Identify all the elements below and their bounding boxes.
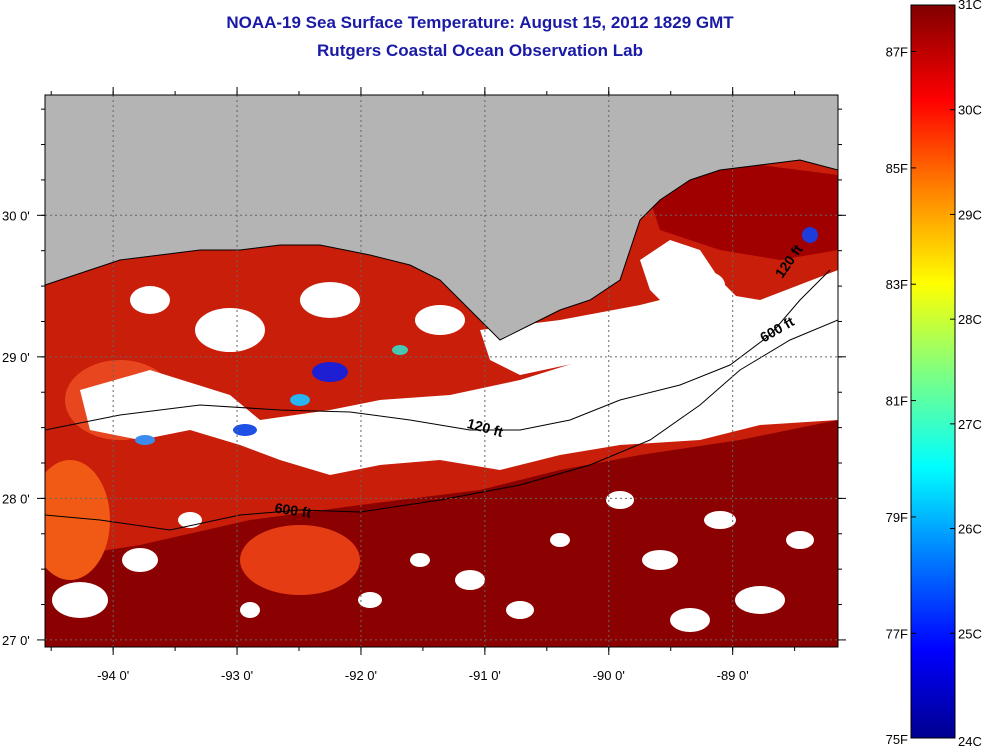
warm-region-east [640,160,838,260]
axis-ticks [37,87,846,655]
contour-label: 600 ft [274,500,313,521]
fahrenheit-label: 87F [886,45,908,60]
fahrenheit-label: 85F [886,161,908,176]
celsius-label: 24C [958,734,982,749]
colorbar [910,4,956,739]
colorbar-labels: 31C 30C 29C 28C 27C 26C 25C 24C 87F 85F 83F 81F 79F 7… [886,0,982,749]
lon-tick-label: -92 0' [345,668,377,683]
celsius-label: 30C [958,103,982,118]
fahrenheit-label: 81F [886,394,908,409]
lon-tick-label: -89 0' [717,668,749,683]
celsius-label: 31C [958,0,982,12]
contour-120ft [45,269,831,431]
celsius-label: 25C [958,626,982,641]
celsius-label: 27C [958,417,982,432]
celsius-label: 26C [958,522,982,537]
lat-tick-label: 30 0' [2,208,30,223]
map-title: NOAA-19 Sea Surface Temperature: August … [226,13,734,32]
land [45,95,838,340]
lon-tick-label: -94 0' [97,668,129,683]
coastline [45,159,838,341]
map-subtitle: Rutgers Coastal Ocean Observation Lab [317,41,643,60]
colorbar-ticks [911,4,955,739]
orange-patch [240,525,360,595]
delta-cloud [640,240,760,340]
lon-tick-label: -91 0' [469,668,501,683]
fahrenheit-label: 83F [886,277,908,292]
lat-tick-label: 28 0' [2,491,30,506]
grid [45,95,838,647]
axis-labels: -94 0' -93 0' -92 0' -91 0' -90 0' -89 0' 30 0… [2,208,749,683]
lon-tick-label: -93 0' [221,668,253,683]
celsius-label: 29C [958,207,982,222]
fahrenheit-label: 75F [886,732,908,747]
orange-patch [45,460,110,580]
map-frame [44,94,839,648]
cloud-cover [52,270,838,632]
lat-tick-label: 29 0' [2,350,30,365]
lat-tick-label: 27 0' [2,633,30,648]
lon-tick-label: -90 0' [593,668,625,683]
warm-offshore-region [45,420,838,647]
celsius-label: 28C [958,312,982,327]
contour-600ft [45,319,838,531]
fahrenheit-label: 77F [886,626,908,641]
fahrenheit-label: 79F [886,510,908,525]
